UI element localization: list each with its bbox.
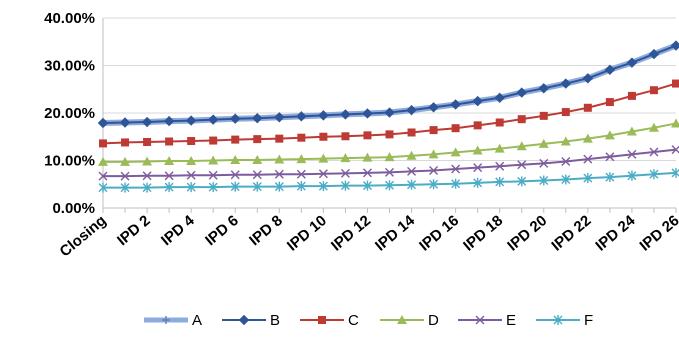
data-point <box>165 117 174 126</box>
x-tick-label: IPD 6 <box>202 212 242 249</box>
data-point <box>671 118 679 127</box>
data-point <box>209 137 217 145</box>
x-tick-label: IPD 10 <box>284 212 330 255</box>
legend-item-c: C <box>300 312 359 329</box>
data-point <box>187 137 195 145</box>
data-point <box>319 111 328 120</box>
data-point <box>386 130 394 138</box>
data-point <box>341 110 350 119</box>
y-tick-label: 20.00% <box>44 105 95 122</box>
y-tick-label: 30.00% <box>44 58 95 75</box>
legend-label: C <box>348 312 359 329</box>
data-point <box>231 136 239 144</box>
data-point <box>363 109 372 118</box>
y-tick-label: 10.00% <box>44 153 95 170</box>
data-point <box>253 135 261 143</box>
x-tick-label: IPD 14 <box>372 212 419 255</box>
x-tick-label: IPD 20 <box>504 212 550 255</box>
data-point <box>253 114 262 123</box>
legend-marker <box>162 316 170 324</box>
data-point <box>319 133 327 141</box>
data-point <box>297 134 305 142</box>
x-tick-label: IPD 18 <box>460 212 506 255</box>
data-point <box>650 86 658 94</box>
legend-marker <box>318 316 326 324</box>
series-b <box>99 41 679 127</box>
data-point <box>99 118 108 127</box>
legend-item-e: E <box>458 312 516 329</box>
legend-item-a: A <box>144 312 202 329</box>
x-tick-label: Closing <box>57 212 110 260</box>
data-point <box>518 115 526 123</box>
data-point <box>275 135 283 143</box>
x-tick-label: IPD 22 <box>548 212 594 255</box>
data-point <box>231 114 240 123</box>
y-tick-label: 0.00% <box>52 200 95 217</box>
data-point <box>121 118 130 127</box>
x-tick-label: IPD 16 <box>416 212 462 255</box>
data-point <box>474 121 482 129</box>
data-point <box>143 138 151 146</box>
legend-item-f: F <box>536 312 593 329</box>
data-point <box>430 126 438 134</box>
legend-marker <box>240 316 249 325</box>
data-point <box>672 80 679 88</box>
x-tick-label: IPD 12 <box>328 212 374 255</box>
data-point <box>540 112 548 120</box>
x-tick-label: IPD 26 <box>637 212 679 255</box>
data-point <box>363 131 371 139</box>
y-axis: 0.00% 10.00% 20.00% 30.00% 40.00% <box>44 10 103 217</box>
series-e <box>99 146 679 181</box>
x-tick-label: IPD 4 <box>158 212 198 250</box>
y-tick-label: 40.00% <box>44 10 95 27</box>
data-point <box>143 118 152 127</box>
legend-label: E <box>506 312 516 329</box>
legend-label: F <box>584 312 593 329</box>
data-point <box>562 108 570 116</box>
x-tick-label: IPD 8 <box>246 212 286 249</box>
legend: A B C D E F <box>144 312 593 329</box>
data-point <box>628 92 636 100</box>
data-point <box>275 113 284 122</box>
data-point <box>209 115 218 124</box>
data-point <box>408 128 416 136</box>
x-tick-label: IPD 2 <box>114 212 154 249</box>
data-point <box>165 138 173 146</box>
data-point <box>187 116 196 125</box>
legend-label: A <box>192 312 202 329</box>
data-point <box>99 139 107 147</box>
legend-item-d: D <box>380 312 439 329</box>
legend-label: D <box>428 312 439 329</box>
data-point <box>606 98 614 106</box>
x-tick-label: IPD 24 <box>592 212 639 255</box>
legend-label: B <box>270 312 280 329</box>
data-point <box>584 104 592 112</box>
series-layer <box>98 41 679 193</box>
data-point <box>496 119 504 127</box>
data-point <box>341 132 349 140</box>
legend-item-b: B <box>222 312 280 329</box>
data-point <box>452 124 460 132</box>
data-point <box>121 138 129 146</box>
